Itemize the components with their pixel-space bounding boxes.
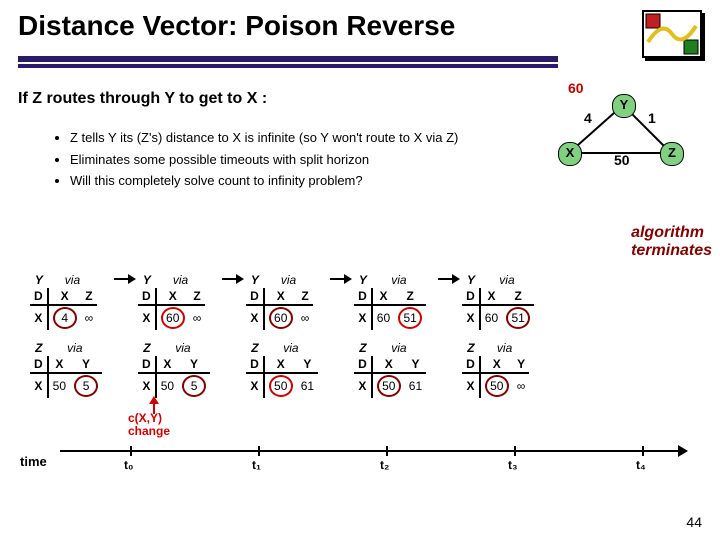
cxy-change-arrow [144, 396, 164, 416]
mini-table-Y: YviaDXZX4∞ [30, 272, 102, 330]
distance-tables: YviaDXZX4∞ ZviaDXYX505 YviaDXZX60∞ ZviaDXYX… [30, 272, 690, 398]
mini-table-Y: YviaDXZX60∞ [138, 272, 210, 330]
mini-table-Z: ZviaDXYX505 [30, 340, 102, 398]
slide-logo [642, 10, 702, 58]
mini-table-Z: ZviaDXYX50∞ [462, 340, 534, 398]
bullet-item: Z tells Y its (Z's) distance to X is inf… [70, 129, 490, 147]
network-graph: Y X Z 4 1 50 60 [520, 86, 690, 206]
bullet-list: Z tells Y its (Z's) distance to X is inf… [30, 129, 490, 194]
graph-node-x: X [558, 142, 582, 166]
table-step-0: YviaDXZX4∞ ZviaDXYX505 [30, 272, 102, 398]
graph-node-y: Y [612, 94, 636, 118]
edge-label-xy: 4 [584, 110, 592, 126]
table-step-4: YviaDXZX6051 ZviaDXYX50∞ [462, 272, 534, 398]
edge-label-60: 60 [568, 80, 584, 96]
time-axis-label: time [20, 454, 47, 469]
algorithm-terminates-label: algorithmterminates [631, 224, 712, 259]
step-arrow-icon [114, 272, 136, 291]
mini-table-Z: ZviaDXYX505 [138, 340, 210, 398]
mini-table-Y: YviaDXZX6051 [354, 272, 426, 330]
section-subhead: If Z routes through Y to get to X : [18, 90, 267, 108]
graph-node-z: Z [660, 142, 684, 166]
edge-label-yz: 1 [648, 110, 656, 126]
step-arrow-icon [222, 272, 244, 291]
mini-table-Y: YviaDXZX60∞ [246, 272, 318, 330]
slide-title: Distance Vector: Poison Reverse [18, 10, 455, 42]
table-step-1: YviaDXZX60∞ ZviaDXYX505 [138, 272, 210, 398]
bullet-item: Will this completely solve count to infi… [70, 172, 490, 190]
time-axis: t₀ t₁ t₂ t₃ t₄ [60, 450, 680, 452]
page-number: 44 [686, 514, 702, 530]
edge-label-xz: 50 [614, 152, 630, 168]
step-arrow-icon [438, 272, 460, 291]
mini-table-Z: ZviaDXYX5061 [354, 340, 426, 398]
mini-table-Y: YviaDXZX6051 [462, 272, 534, 330]
step-arrow-icon [330, 272, 352, 291]
table-step-3: YviaDXZX6051 ZviaDXYX5061 [354, 272, 426, 398]
table-step-2: YviaDXZX60∞ ZviaDXYX5061 [246, 272, 318, 398]
bullet-item: Eliminates some possible timeouts with s… [70, 151, 490, 169]
mini-table-Z: ZviaDXYX5061 [246, 340, 318, 398]
